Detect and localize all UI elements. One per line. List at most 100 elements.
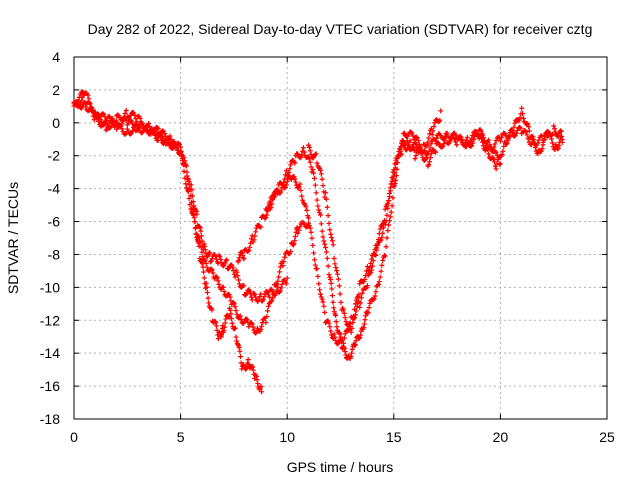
data-point: [385, 205, 391, 211]
data-point: [432, 120, 438, 126]
data-point: [470, 140, 476, 146]
data-point: [137, 115, 143, 121]
data-point: [228, 311, 234, 317]
data-point: [369, 256, 375, 262]
data-point: [291, 241, 297, 247]
data-point: [378, 237, 384, 243]
data-point: [277, 288, 283, 294]
data-point: [140, 122, 146, 128]
data-point: [372, 252, 378, 258]
data-point: [378, 268, 384, 274]
data-point: [257, 293, 263, 299]
y-tick-label: -18: [40, 411, 60, 427]
data-point: [166, 139, 172, 145]
data-point: [196, 236, 202, 242]
data-point: [259, 323, 265, 329]
data-point: [415, 138, 421, 144]
data-point: [491, 159, 497, 165]
data-point: [299, 152, 305, 158]
data-point: [191, 203, 197, 209]
data-point: [380, 257, 386, 263]
data-point: [318, 221, 324, 227]
data-point: [184, 169, 190, 175]
data-point: [519, 105, 525, 111]
data-point: [374, 245, 380, 251]
data-point: [91, 117, 97, 123]
data-point: [307, 148, 313, 154]
x-tick-label: 20: [493, 429, 509, 445]
data-point: [276, 274, 282, 280]
data-point: [136, 124, 142, 130]
data-point: [253, 330, 259, 336]
data-point: [493, 149, 499, 155]
data-point: [198, 233, 204, 239]
data-point: [425, 151, 431, 157]
data-point: [358, 295, 364, 301]
data-point: [379, 234, 385, 240]
data-point: [80, 94, 86, 100]
data-point: [340, 307, 346, 313]
data-point: [339, 338, 345, 344]
data-point: [131, 110, 137, 116]
y-tick-label: -8: [48, 246, 61, 262]
data-point: [398, 144, 404, 150]
data-point: [413, 134, 419, 140]
data-point: [430, 128, 436, 134]
data-point: [460, 140, 466, 146]
data-point: [182, 158, 188, 164]
data-point: [250, 324, 256, 330]
data-point: [131, 125, 137, 131]
data-point: [253, 294, 259, 300]
data-point: [193, 208, 199, 214]
data-point: [253, 374, 259, 380]
data-point: [416, 141, 422, 147]
data-point: [332, 334, 338, 340]
data-point: [349, 346, 355, 352]
data-point: [314, 160, 320, 166]
data-point: [366, 305, 372, 311]
data-point: [104, 122, 110, 128]
data-point: [368, 260, 374, 266]
data-point: [426, 148, 432, 154]
data-point: [209, 307, 215, 313]
y-tick-label: 0: [52, 115, 60, 131]
data-point: [328, 328, 334, 334]
data-point: [248, 240, 254, 246]
data-point: [249, 297, 255, 303]
data-point: [437, 117, 443, 123]
data-point: [325, 263, 331, 269]
data-point: [495, 157, 501, 163]
data-point: [106, 125, 112, 131]
data-point: [317, 287, 323, 293]
data-point: [486, 137, 492, 143]
data-point: [222, 320, 228, 326]
data-point: [183, 163, 189, 169]
data-point: [513, 130, 519, 136]
data-point: [230, 264, 236, 270]
data-point: [274, 281, 280, 287]
data-point: [469, 143, 475, 149]
data-point: [183, 181, 189, 187]
data-point: [245, 357, 251, 363]
data-point: [512, 120, 518, 126]
data-point: [387, 191, 393, 197]
data-point: [275, 284, 281, 290]
data-point: [301, 149, 307, 155]
data-point: [118, 123, 124, 129]
data-point: [217, 254, 223, 260]
data-point: [365, 310, 371, 316]
data-point: [199, 238, 205, 244]
data-point: [213, 253, 219, 259]
y-axis-label: SDTVAR / TECUs: [5, 182, 21, 294]
data-point: [335, 271, 341, 277]
data-point: [90, 107, 96, 113]
data-point: [511, 124, 517, 130]
data-point: [298, 187, 304, 193]
data-point: [329, 332, 335, 338]
data-point: [407, 138, 413, 144]
data-point: [356, 292, 362, 298]
data-point: [349, 350, 355, 356]
data-point: [387, 185, 393, 191]
data-point: [236, 281, 242, 287]
data-point: [352, 343, 358, 349]
